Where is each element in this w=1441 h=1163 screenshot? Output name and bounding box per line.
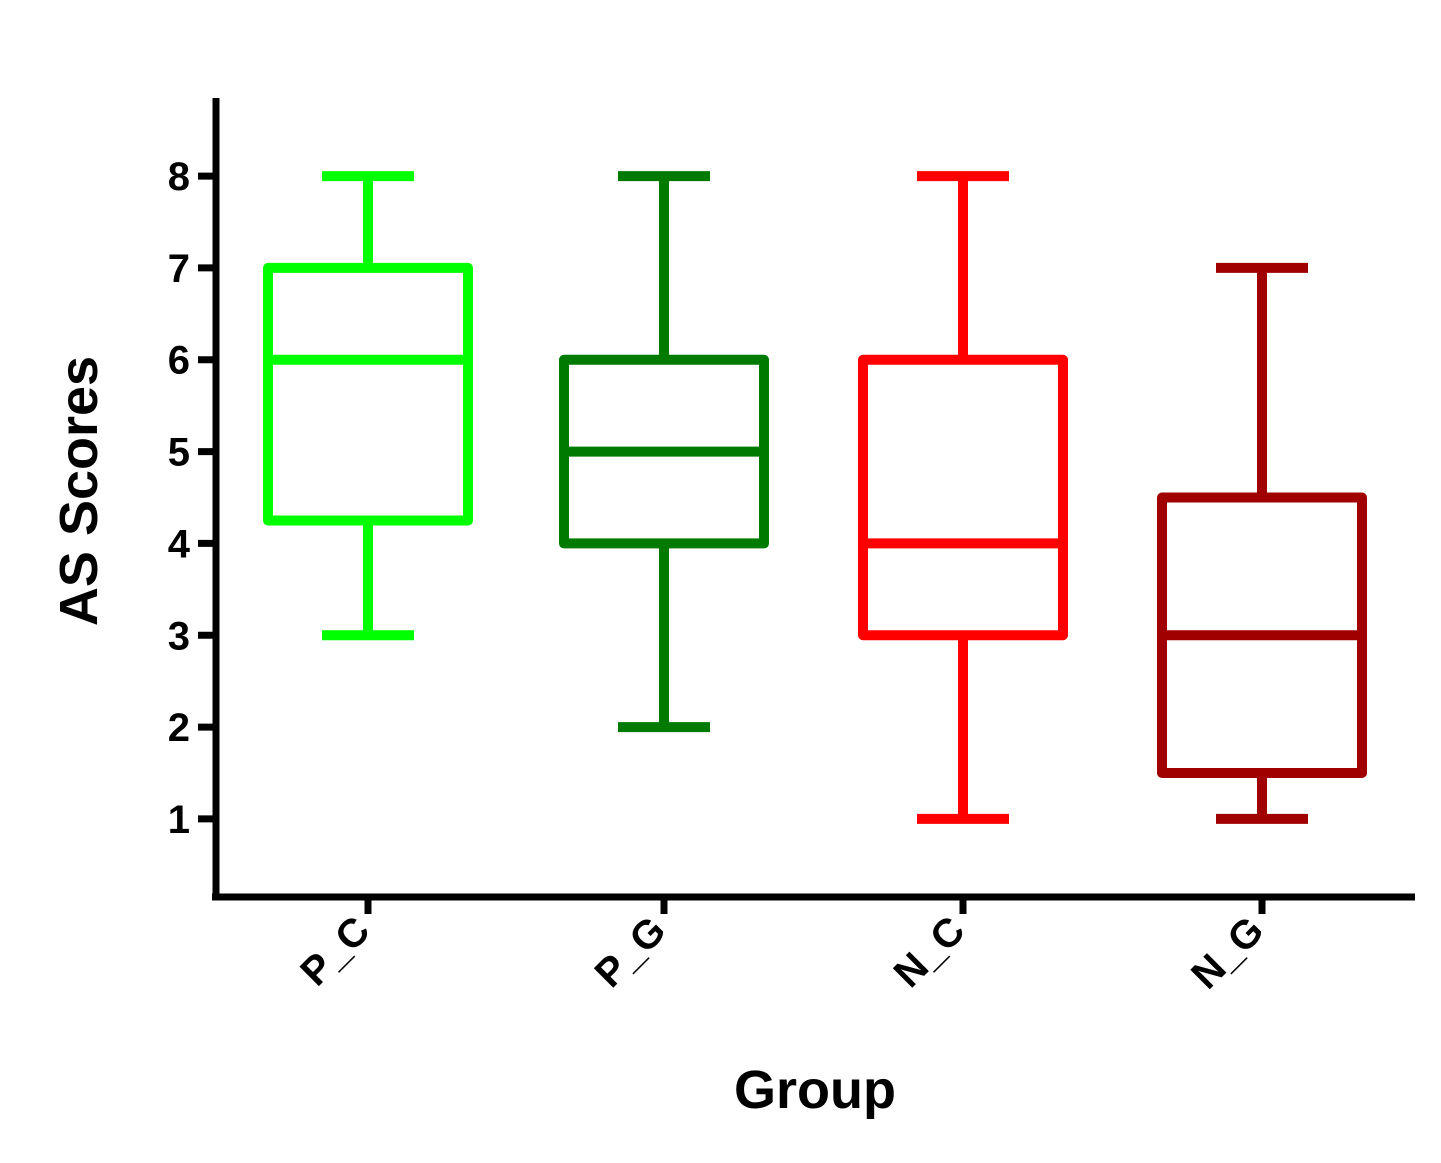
x-tick-label: N_C [886,908,974,996]
y-tick-label: 4 [168,522,191,566]
x-axis-title: Group [734,1060,896,1120]
y-axis-title: AS Scores [49,356,109,626]
y-tick-label: 8 [168,155,190,199]
y-tick-label: 2 [168,706,190,750]
box-N_C [858,171,1068,824]
box-P_G [559,171,769,733]
ticks-layer: 1 2 3 4 5 6 7 8 P_C P_G N_C N_G [168,155,1273,997]
y-tick-label: 1 [168,798,190,842]
x-tick-label: P_G [587,908,675,996]
y-tick-label: 5 [168,431,190,475]
x-tick-label: N_G [1183,908,1272,997]
y-tick-label: 6 [168,339,190,383]
iqr-box [263,262,473,526]
y-tick-label: 3 [168,614,190,658]
box-P_C [263,171,473,641]
iqr-box [858,354,1068,641]
boxes-layer [263,171,1367,824]
axes-layer [212,98,1415,901]
x-tick-label: P_C [292,908,378,994]
box-N_G [1157,262,1367,824]
y-tick-label: 7 [168,247,190,291]
